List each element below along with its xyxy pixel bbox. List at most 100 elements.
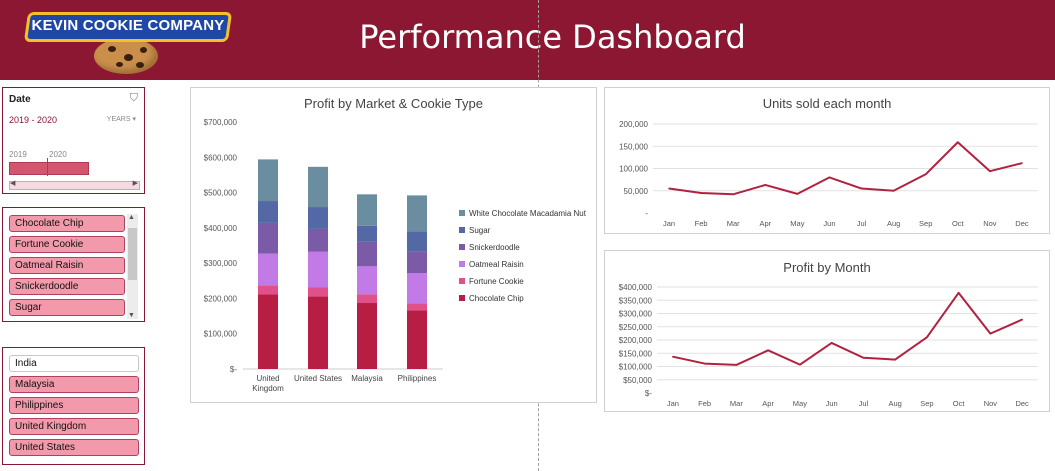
company-logo: KEVIN COOKIE COMPANY [22,8,234,74]
y-tick-label: - [645,209,648,218]
legend-swatch [459,210,465,216]
units-sold-chart: Units sold each month - 50,000 100,000 150,… [604,87,1050,234]
scroll-left-icon[interactable]: ◀ [10,180,16,187]
data-point [894,358,896,361]
data-point [767,349,769,352]
y-tick-label: $- [230,365,237,374]
x-tick-label: Nov [983,219,997,228]
bar-segment [357,241,377,267]
data-point [796,193,799,195]
y-tick-label: $150,000 [619,349,653,358]
slicer-scrollbar[interactable]: ▲ ▼ [127,214,138,319]
data-point [764,184,767,186]
market-item[interactable]: Malaysia [9,376,139,393]
bar-segment [357,225,377,242]
logo-text: KEVIN COOKIE COMPANY [31,17,225,34]
x-tick-label: Feb [695,219,708,228]
bar-segment [258,294,278,369]
header-banner: KEVIN COOKIE COMPANY Performance Dashboa… [0,0,1055,80]
data-point [926,336,928,339]
y-tick-label: 150,000 [619,142,648,151]
bar-segment [308,166,328,208]
scroll-right-icon[interactable]: ▶ [132,180,138,187]
y-tick-label: 200,000 [619,120,648,129]
clear-filter-icon[interactable]: ⛉ [129,92,138,104]
data-point [989,170,991,172]
bar-segment [357,266,377,295]
scroll-down-icon[interactable]: ▼ [128,312,135,319]
market-slicer: India Malaysia Philippines United Kingdom Un… [2,347,145,465]
data-point [700,192,702,194]
legend-swatch [459,261,465,267]
legend-label: Fortune Cookie [469,277,524,286]
legend-swatch [459,295,465,301]
cookie-item[interactable]: Fortune Cookie [9,236,125,253]
profit-by-market-chart: Profit by Market & Cookie Type $- $100,00… [190,87,597,403]
bar-segment [308,207,328,229]
profit-by-month-chart: Profit by Month $- $50,000 $100,000 $150,00… [604,250,1050,412]
x-tick-label: Feb [698,399,711,408]
bar-segment [407,231,427,252]
x-tick-label: Oct [953,399,966,408]
market-item[interactable]: Philippines [9,397,139,414]
data-point [1021,318,1023,321]
x-tick-label: Apr [762,399,774,408]
x-tick-label: May [790,219,804,228]
legend-label: Chocolate Chip [469,294,524,303]
x-tick-label: Mar [730,399,743,408]
market-item[interactable]: United States [9,439,139,456]
data-point [799,363,801,366]
y-tick-label: $50,000 [623,376,652,385]
series-line [668,141,1023,196]
timeline-unit-dropdown[interactable]: YEARS ▾ [106,116,136,123]
bar-segment [308,296,328,369]
y-tick-label: $400,000 [204,224,238,233]
y-tick-label: $250,000 [619,323,653,332]
bar-segment [407,310,427,369]
bar-segment [357,303,377,369]
bar-segment [258,201,278,223]
data-point [892,189,895,192]
x-tick-label: Aug [888,399,901,408]
market-item[interactable]: United Kingdom [9,418,139,435]
cookie-item[interactable]: Oatmeal Raisin [9,257,125,274]
y-tick-label: $100,000 [204,330,238,339]
x-tick-label: Jul [859,399,869,408]
data-point [828,176,831,179]
bar-segment [357,294,377,304]
x-tick-label: Philippines [398,374,437,383]
timeline-title: Date [9,94,31,105]
bar-segment [407,273,427,304]
x-tick-label: Dec [1015,219,1029,228]
data-point [1021,162,1023,164]
x-tick-label: Malaysia [351,374,383,383]
cookie-item[interactable]: Snickerdoodle [9,278,125,295]
x-tick-label: Aug [887,219,900,228]
timeline-selection-bar[interactable] [9,162,89,175]
cookie-type-slicer: Chocolate Chip Fortune Cookie Oatmeal Ra… [2,207,145,322]
series-line [672,291,1023,366]
x-tick-label: United States [294,374,342,383]
scroll-up-icon[interactable]: ▲ [128,214,135,221]
y-tick-label: $500,000 [204,189,238,198]
scrollbar-thumb[interactable] [128,228,137,280]
y-tick-label: 100,000 [619,165,648,174]
timeline-year-2020: 2020 [49,150,67,159]
date-timeline-slicer[interactable]: Date ⛉ 2019 - 2020 YEARS ▾ 2019 2020 ◀ ▶ [2,87,145,194]
x-tick-label: Jul [857,219,867,228]
chart-title: Units sold each month [762,96,892,111]
chart-title: Profit by Market & Cookie Type [304,96,483,111]
cookie-item[interactable]: Sugar [9,299,125,316]
legend-swatch [459,244,465,250]
bar-segment [407,251,427,274]
x-tick-label: Dec [1015,399,1029,408]
timeline-scrollbar[interactable]: ◀ ▶ [9,180,140,190]
x-tick-label: Jun [823,219,835,228]
data-point [732,193,735,196]
units-line-plot: - 50,000 100,000 150,000 200,000 Jan Feb Mar Apr… [619,120,1038,228]
market-item[interactable]: India [9,355,139,372]
data-point [989,332,992,335]
cookie-item[interactable]: Chocolate Chip [9,215,125,232]
x-tick-label: Sep [919,219,932,228]
x-tick-label: Jan [663,219,675,228]
